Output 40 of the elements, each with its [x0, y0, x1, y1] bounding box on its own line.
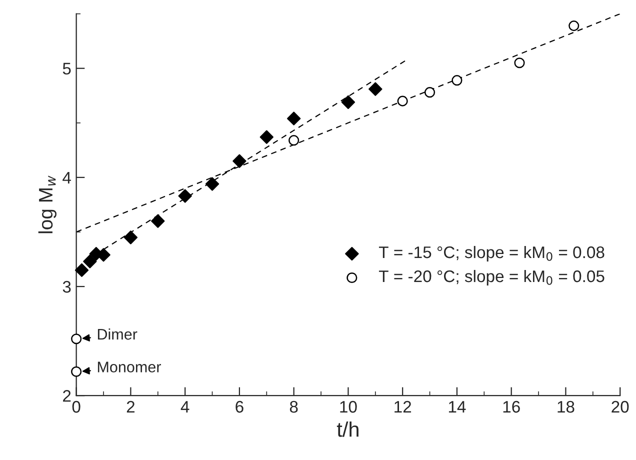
annotation: Dimer — [98, 328, 138, 340]
x-tick-label: 6 — [236, 400, 244, 413]
point — [83, 254, 97, 268]
legend-label: T = -15 °C; slope = kM$_{0}$ = 0.08 — [378, 246, 604, 262]
point — [124, 230, 138, 244]
x-tick-label: 12 — [394, 400, 412, 413]
point — [341, 95, 356, 109]
y-tick-label: 5 — [62, 62, 71, 75]
x-tick-label: 10 — [340, 400, 357, 413]
point — [568, 20, 580, 32]
point — [260, 130, 274, 144]
point — [286, 112, 301, 126]
y-tick-label: 3 — [62, 280, 71, 293]
point — [178, 189, 192, 203]
legend-label: T = -20 °C; slope = kM$_{0}$ = 0.05 — [378, 270, 604, 286]
y-axis-title: log M$_{w}$ — [38, 176, 56, 234]
point — [74, 263, 89, 277]
x-tick-label: 0 — [72, 400, 80, 413]
point — [71, 366, 82, 377]
y-tick-label: 4 — [62, 172, 71, 184]
point — [424, 87, 436, 98]
x-tick-label: 20 — [612, 400, 629, 413]
point — [71, 334, 82, 344]
point — [397, 96, 408, 106]
point — [151, 214, 165, 228]
x-axis-title: t/h — [336, 422, 358, 437]
x-tick-label: 18 — [558, 400, 574, 413]
x-tick-label: 8 — [290, 400, 298, 413]
point — [368, 82, 382, 96]
point — [514, 58, 525, 68]
x-tick-label: 16 — [503, 400, 520, 413]
point — [232, 154, 246, 168]
x-tick-label: 14 — [448, 401, 466, 413]
x-tick-label: 4 — [180, 401, 190, 413]
point — [205, 177, 220, 191]
point — [288, 135, 300, 146]
x-tick-label: 2 — [126, 400, 134, 413]
y-tick-label: 2 — [63, 390, 71, 402]
annotation: Monomer — [98, 362, 161, 372]
point — [452, 75, 462, 86]
